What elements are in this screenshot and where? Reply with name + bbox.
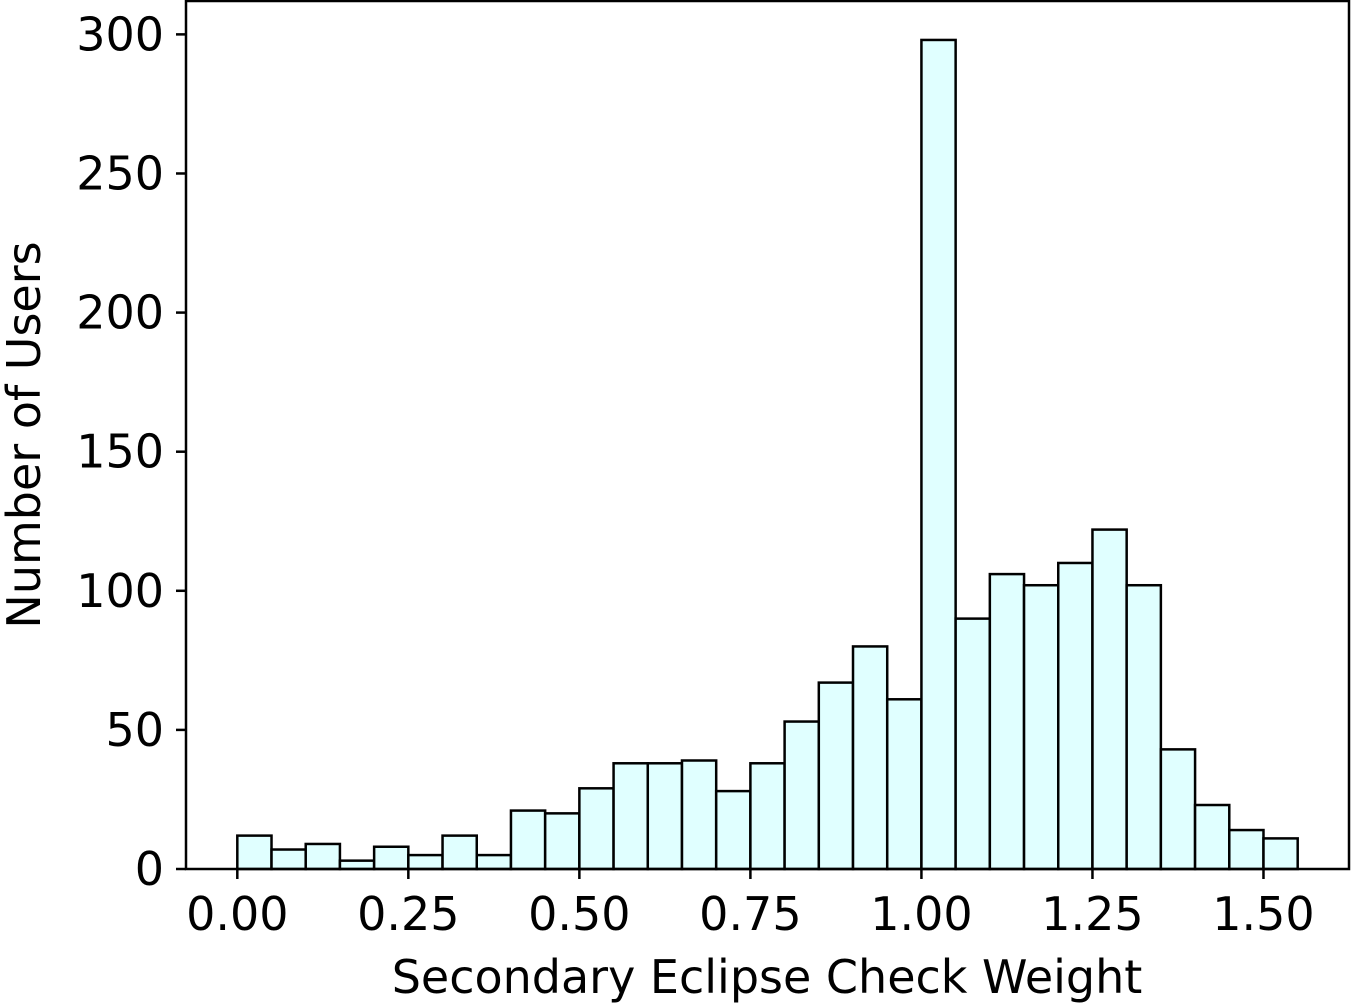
histogram-bar	[441, 834, 479, 871]
histogram-bar	[1228, 828, 1265, 871]
histogram-bar	[270, 848, 307, 871]
y-tick-label: 0	[135, 842, 164, 896]
y-axis-label: Number of Users	[0, 241, 51, 628]
y-tick-label: 200	[76, 286, 164, 340]
x-tick-label: 1.25	[1041, 887, 1143, 941]
x-tick-label: 0.75	[699, 887, 801, 941]
x-tick-label: 0.25	[357, 887, 459, 941]
histogram-bar	[236, 834, 273, 871]
histogram-bar	[817, 681, 855, 871]
histogram-bar	[988, 572, 1026, 871]
y-axis-ticks: 0 50 100 150 200 250 300	[76, 7, 186, 896]
x-axis-label: Secondary Eclipse Check Weight	[392, 950, 1143, 1004]
histogram-bar	[885, 698, 923, 871]
histogram-bar	[1125, 583, 1163, 871]
x-tick-label: 0.50	[528, 887, 630, 941]
x-axis-ticks: 0.00 0.25 0.50 0.75 1.00 1.25 1.50	[186, 869, 1315, 941]
histogram-bar	[578, 787, 615, 871]
plot-frame	[184, 0, 1351, 871]
y-tick-label: 100	[76, 564, 164, 618]
histogram-bar	[304, 842, 342, 871]
x-tick-label: 1.50	[1212, 887, 1314, 941]
histogram-bar	[680, 759, 718, 871]
x-tick-label: 0.00	[186, 887, 288, 941]
histogram-bar	[714, 789, 752, 871]
histogram-bar	[749, 762, 786, 871]
bars-group	[236, 38, 1299, 871]
histogram-bar	[509, 809, 547, 871]
histogram-bar	[1091, 528, 1128, 871]
histogram-bar	[1057, 561, 1094, 871]
histogram-bar	[475, 853, 513, 871]
histogram-bar	[543, 812, 581, 871]
histogram-bar	[1159, 748, 1197, 871]
histogram-bar	[1262, 837, 1299, 871]
histogram-bar	[783, 720, 821, 871]
histogram-bar	[920, 38, 957, 871]
histogram-bar	[372, 845, 410, 871]
y-tick-label: 300	[76, 7, 164, 61]
y-tick-label: 250	[76, 146, 164, 200]
histogram-bar	[338, 859, 376, 871]
histogram-bar	[407, 853, 444, 871]
histogram-bar	[851, 645, 889, 871]
histogram-bar	[954, 617, 992, 871]
y-tick-label: 50	[105, 703, 164, 757]
y-tick-label: 150	[76, 425, 164, 479]
histogram-bar	[1022, 583, 1060, 871]
histogram-bar	[1193, 803, 1231, 871]
x-tick-label: 1.00	[870, 887, 972, 941]
histogram-bar	[612, 762, 650, 871]
histogram-bar	[646, 762, 684, 871]
